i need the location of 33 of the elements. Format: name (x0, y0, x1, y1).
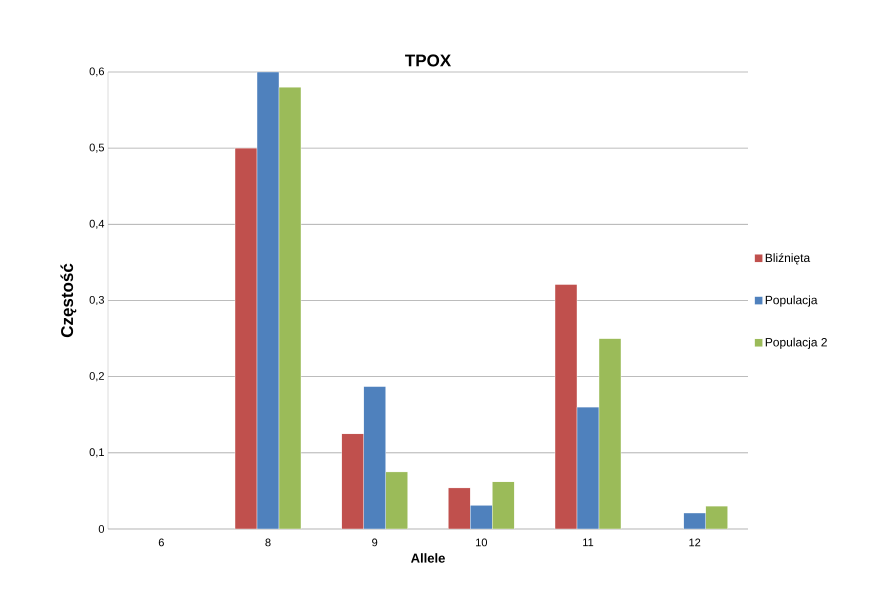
bar (385, 472, 408, 529)
bar (705, 506, 728, 529)
y-tick-label: 0,4 (90, 220, 104, 229)
x-axis-title: Allele (410, 553, 445, 563)
x-tick-label: 10 (476, 538, 488, 546)
bar (278, 87, 302, 529)
y-axis-title: Częstość (60, 264, 76, 338)
x-tick-label: 8 (265, 538, 271, 546)
bar (448, 488, 471, 529)
x-tick-label: 6 (158, 538, 164, 546)
y-tick-label: 0 (98, 525, 104, 533)
legend-label: Populacja (766, 295, 818, 307)
x-tick-label: 11 (583, 538, 594, 546)
chart-title: TPOX (405, 54, 451, 66)
y-tick-label: 0,1 (90, 448, 104, 458)
y-tick-label: 0,5 (90, 144, 104, 153)
bar (492, 482, 515, 529)
bar (576, 406, 600, 529)
bar (256, 72, 280, 529)
legend-label: Populacja 2 (766, 338, 827, 349)
bar (683, 512, 706, 529)
y-tick-label: 0,2 (90, 372, 104, 382)
bar (554, 284, 578, 529)
bar (341, 434, 364, 529)
bar (598, 338, 622, 529)
y-tick-label: 0,6 (90, 67, 104, 77)
bar (363, 386, 386, 529)
bar (234, 148, 258, 529)
y-tick-label: 0,3 (90, 296, 104, 306)
x-tick-label: 12 (689, 538, 700, 546)
legend-label: Bliźnięta (766, 253, 810, 264)
x-tick-label: 9 (372, 538, 378, 546)
bar (470, 505, 493, 529)
